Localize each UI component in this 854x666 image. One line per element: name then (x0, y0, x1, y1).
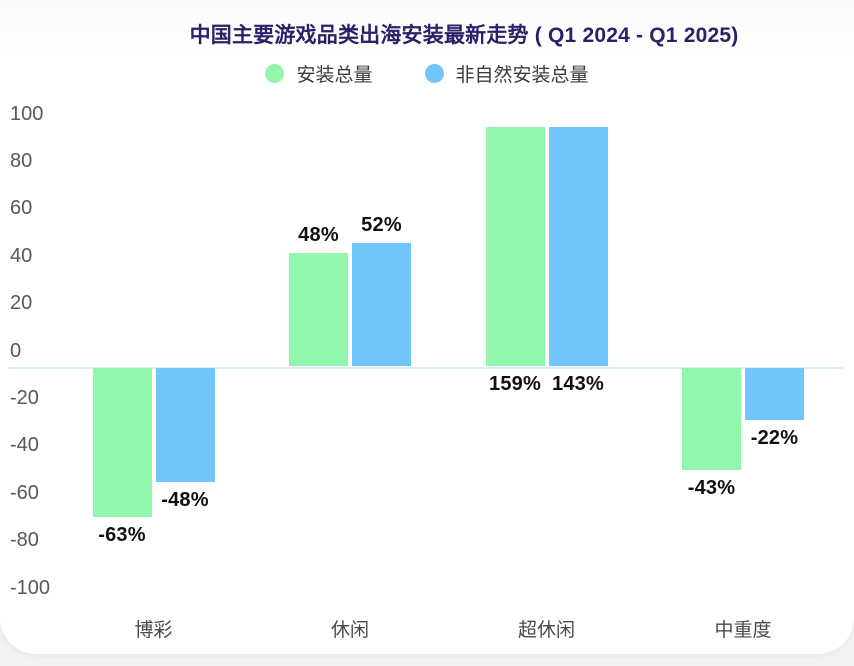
x-axis-zero-line (8, 366, 843, 369)
bar-value-label: -43% (687, 476, 736, 499)
y-axis-tick-label: -100 (10, 576, 51, 599)
y-axis-tick-label: -40 (10, 434, 39, 457)
bar-value-label: 159% (489, 372, 541, 395)
y-axis-tick-label: -60 (10, 481, 39, 504)
y-axis-tick-label: 40 (10, 244, 33, 267)
legend-dot-green-icon (265, 64, 285, 83)
y-axis-tick-label: 20 (10, 292, 33, 315)
bar-nonorganic-2 (352, 243, 411, 367)
x-axis-category-label: 中重度 (714, 620, 772, 641)
bar-value-label: -48% (161, 488, 209, 511)
bar-nonorganic-1 (155, 368, 215, 482)
legend-label-installs: 安装总量 (296, 65, 373, 86)
bar-value-label: -22% (750, 427, 799, 450)
legend-dot-blue-icon (424, 64, 444, 83)
bar-nonorganic-3 (548, 127, 608, 367)
legend-item-nonorganic-installs: 非自然安装总量 (424, 60, 589, 87)
bar-installs-3 (485, 127, 545, 367)
y-axis-tick-label: 0 (10, 339, 22, 362)
x-axis-category-label: 休闲 (330, 620, 369, 641)
legend-item-installs: 安装总量 (265, 60, 373, 87)
bar-value-label: 143% (552, 372, 604, 395)
y-axis-tick-label: 80 (10, 149, 33, 172)
chart-title: 中国主要游戏品类出海安装最新走势 ( Q1 2024 - Q1 2025) (189, 24, 739, 47)
legend-label-nonorganic-installs: 非自然安装总量 (455, 65, 589, 86)
bar-installs-1 (92, 368, 152, 518)
bar-value-label: -63% (98, 524, 146, 547)
bar-value-label: 48% (298, 223, 339, 246)
bar-value-label: 52% (361, 214, 402, 237)
x-axis-category-label: 博彩 (134, 620, 173, 641)
bar-nonorganic-4 (745, 368, 804, 421)
y-axis-tick-label: 60 (10, 197, 33, 220)
y-axis-tick-label: 100 (10, 102, 44, 125)
y-axis-tick-label: -20 (10, 386, 39, 409)
bar-installs-4 (682, 368, 741, 470)
x-axis-category-label: 超休闲 (517, 620, 575, 641)
y-axis-tick-label: -80 (10, 529, 39, 552)
legend: 安装总量 非自然安装总量 (0, 60, 854, 87)
bar-installs-2 (289, 252, 348, 367)
